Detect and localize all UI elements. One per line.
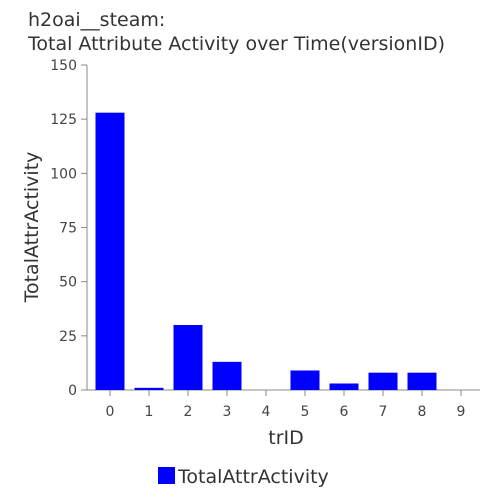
x-axis: 0 1 2 3 4 5 6 7 8 9 xyxy=(87,389,480,420)
y-tick-label: 25 xyxy=(59,329,77,345)
bar-1 xyxy=(134,387,164,390)
chart-title-line-2: Total Attribute Activity over Time(versi… xyxy=(28,33,445,55)
x-tick-label: 8 xyxy=(418,404,427,420)
chart-title-line-1: h2oai__steam: xyxy=(28,9,166,31)
x-tick-label: 7 xyxy=(379,404,388,420)
y-axis-title: TotalAttrActivity xyxy=(21,152,43,304)
bars xyxy=(95,112,437,391)
x-axis-title: trID xyxy=(268,427,304,449)
x-tick-label: 4 xyxy=(262,404,271,420)
x-tick-label: 2 xyxy=(184,404,193,420)
bar-0 xyxy=(95,112,125,391)
y-tick-label: 0 xyxy=(68,383,77,399)
y-tick-label: 150 xyxy=(50,58,77,74)
y-tick-label: 50 xyxy=(59,275,77,291)
bar-3 xyxy=(212,361,242,390)
bar-2 xyxy=(173,325,203,390)
x-tick-label: 0 xyxy=(106,404,115,420)
bar-7 xyxy=(368,372,398,390)
bar-5 xyxy=(290,370,320,390)
x-tick-label: 1 xyxy=(145,404,154,420)
y-axis: 0 25 50 75 100 125 150 xyxy=(50,58,88,399)
bar-8 xyxy=(407,372,437,390)
y-tick-label: 75 xyxy=(59,221,77,237)
chart-title: h2oai__steam: Total Attribute Activity o… xyxy=(28,8,445,56)
x-tick-label: 9 xyxy=(457,404,466,420)
bar-6 xyxy=(329,383,359,390)
y-tick-label: 100 xyxy=(50,166,77,182)
legend-swatch xyxy=(158,467,175,484)
x-tick-label: 3 xyxy=(223,404,232,420)
legend: TotalAttrActivity xyxy=(158,466,329,488)
legend-label: TotalAttrActivity xyxy=(177,466,329,488)
x-tick-label: 5 xyxy=(301,404,310,420)
y-tick-label: 125 xyxy=(50,112,77,128)
x-tick-label: 6 xyxy=(340,404,349,420)
